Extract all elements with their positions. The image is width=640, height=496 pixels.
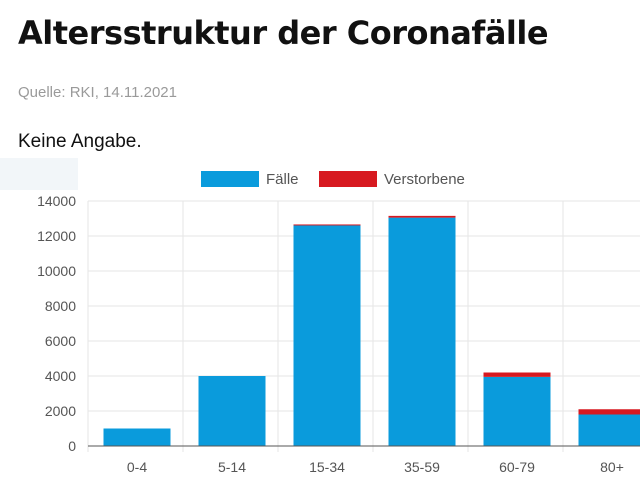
- x-tick-label: 80+: [600, 459, 624, 475]
- y-tick-label: 14000: [37, 193, 76, 209]
- bar-verstorbene-80+[interactable]: [578, 409, 640, 415]
- legend-swatch-faelle[interactable]: [201, 171, 259, 187]
- x-tick-label: 60-79: [499, 459, 535, 475]
- legend[interactable]: Fälle Verstorbene: [201, 171, 465, 188]
- legend-swatch-verstorbene[interactable]: [319, 171, 377, 187]
- x-tick-label: 15-34: [309, 459, 345, 475]
- bar-verstorbene-15-34[interactable]: [293, 224, 361, 226]
- bar-verstorbene-60-79[interactable]: [483, 372, 551, 377]
- bar-faelle-0-4[interactable]: [103, 428, 171, 447]
- source-note: Quelle: RKI, 14.11.2021: [18, 84, 177, 101]
- axes: 0 2000 4000 6000 8000 10000 12000 14000 0-4 5-14 1…: [37, 193, 640, 475]
- y-tick-label: 4000: [45, 368, 76, 384]
- grid-lines: [87, 200, 640, 452]
- bar-verstorbene-35-59[interactable]: [388, 215, 456, 218]
- chart-title: Altersstruktur der Coronafälle: [18, 14, 549, 52]
- x-tick-label: 0-4: [127, 459, 147, 475]
- bars: [103, 215, 640, 447]
- x-tick-label: 35-59: [404, 459, 440, 475]
- bar-faelle-35-59[interactable]: [388, 217, 456, 446]
- bar-faelle-15-34[interactable]: [293, 224, 361, 446]
- x-tick-label: 5-14: [218, 459, 246, 475]
- y-tick-label: 12000: [37, 228, 76, 244]
- bar-chart: Fälle Verstorbene 0 2000 4000 6000 8000 10000 1…: [37, 171, 640, 475]
- y-tick-label: 8000: [45, 298, 76, 314]
- bar-faelle-60-79[interactable]: [483, 376, 551, 446]
- bar-faelle-80+[interactable]: [578, 414, 640, 447]
- legend-label-verstorbene[interactable]: Verstorbene: [384, 171, 465, 188]
- y-tick-label: 2000: [45, 403, 76, 419]
- y-tick-label: 10000: [37, 263, 76, 279]
- legend-label-faelle[interactable]: Fälle: [266, 171, 299, 188]
- y-tick-label: 0: [68, 438, 76, 454]
- bar-faelle-5-14[interactable]: [198, 376, 266, 446]
- chart-subtitle: Keine Angabe.: [18, 131, 142, 152]
- legend-shade: [0, 158, 78, 190]
- y-tick-label: 6000: [45, 333, 76, 349]
